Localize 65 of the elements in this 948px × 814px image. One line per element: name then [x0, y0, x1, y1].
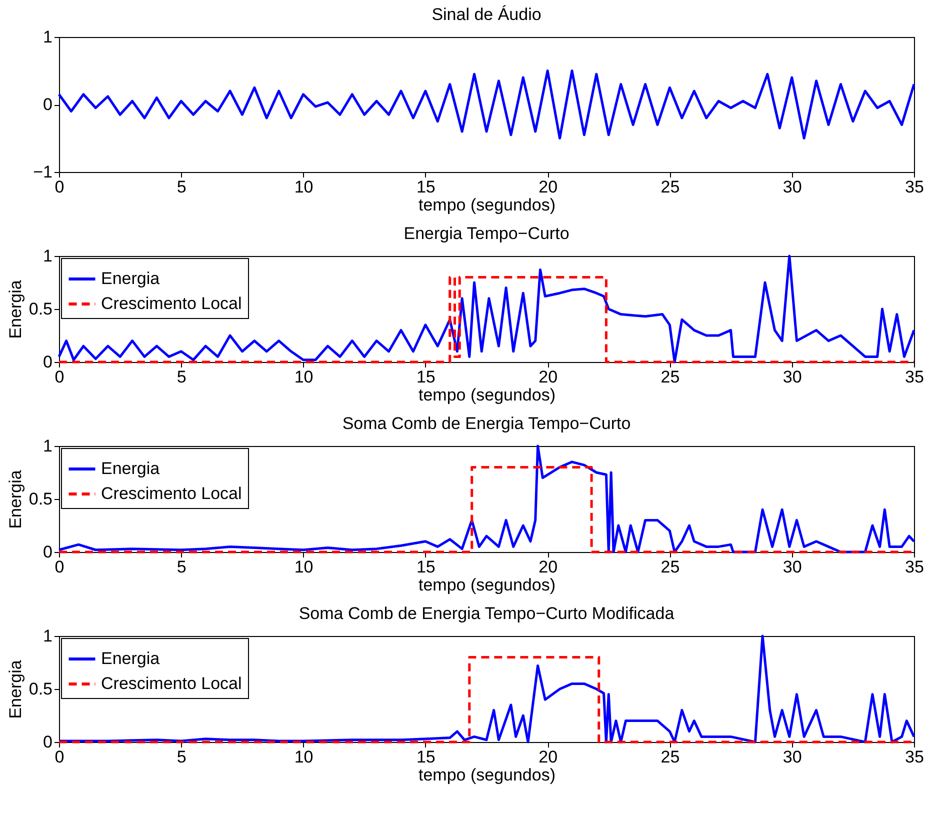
legend-label: Energia [101, 649, 160, 668]
y-tick-label: 1 [43, 246, 52, 266]
x-tick-label: 30 [782, 368, 802, 386]
x-axis-title: tempo (segundos) [418, 196, 556, 214]
x-tick-label: 20 [538, 748, 558, 766]
legend-label: Crescimento Local [101, 674, 242, 693]
y-tick-label: 1 [43, 28, 52, 46]
y-tick-label: 0 [43, 352, 52, 372]
y-tick-label: 0.5 [28, 490, 52, 508]
x-tick-label: 15 [416, 748, 436, 766]
x-axis-title: tempo (segundos) [418, 766, 556, 784]
x-tick-label: 15 [416, 178, 436, 196]
y-tick-label: 0 [43, 732, 52, 752]
x-tick-label: 10 [294, 748, 314, 766]
x-axis-title: tempo (segundos) [418, 576, 556, 594]
line-series [58, 634, 916, 744]
x-tick-label: 10 [294, 178, 314, 196]
x-tick-label: 0 [54, 368, 64, 386]
legend-label: Energia [101, 459, 160, 478]
x-tick-label: 20 [538, 558, 558, 576]
chart-title: Soma Comb de Energia Tempo−Curto Modificada [298, 604, 675, 623]
y-axis-title: Energia [6, 470, 25, 529]
y-tick-label: 0 [43, 95, 52, 114]
chart-title: Energia Tempo−Curto [404, 224, 570, 243]
y-tick-label: 0.5 [28, 300, 52, 318]
y-tick-label: 1 [43, 626, 52, 646]
x-tick-label: 35 [905, 748, 924, 766]
x-tick-label: 35 [905, 368, 924, 386]
x-tick-label: 20 [538, 178, 558, 196]
x-tick-label: 25 [660, 558, 680, 576]
x-axis-title: tempo (segundos) [418, 386, 556, 404]
y-tick-label: 0 [43, 542, 52, 562]
x-tick-label: 25 [660, 178, 680, 196]
x-tick-label: 0 [54, 558, 64, 576]
x-tick-label: 5 [176, 368, 186, 386]
x-tick-label: 10 [294, 558, 314, 576]
x-tick-label: 25 [660, 368, 680, 386]
chart-title: Sinal de Áudio [432, 5, 542, 24]
chart-title: Soma Comb de Energia Tempo−Curto [342, 414, 631, 433]
x-tick-label: 15 [416, 368, 436, 386]
x-tick-label: 15 [416, 558, 436, 576]
y-tick-label: −1 [33, 162, 52, 182]
x-tick-label: 5 [176, 178, 186, 196]
x-tick-label: 0 [54, 178, 64, 196]
x-tick-label: 30 [782, 558, 802, 576]
y-axis-title: Energia [6, 280, 25, 339]
y-tick-label: 1 [43, 436, 52, 456]
x-tick-label: 25 [660, 748, 680, 766]
legend-label: Crescimento Local [101, 294, 242, 313]
x-tick-label: 5 [176, 748, 186, 766]
x-tick-label: 35 [905, 178, 924, 196]
x-tick-label: 5 [176, 558, 186, 576]
legend-label: Energia [101, 269, 160, 288]
line-series [58, 254, 916, 364]
x-tick-label: 20 [538, 368, 558, 386]
y-tick-label: 0.5 [28, 680, 52, 698]
y-axis-title: Energia [6, 660, 25, 719]
x-tick-label: 30 [782, 178, 802, 196]
line-series [58, 70, 916, 140]
line-series [58, 444, 916, 554]
x-tick-label: 30 [782, 748, 802, 766]
x-tick-label: 35 [905, 558, 924, 576]
x-tick-label: 10 [294, 368, 314, 386]
x-tick-label: 0 [54, 748, 64, 766]
legend-label: Crescimento Local [101, 484, 242, 503]
